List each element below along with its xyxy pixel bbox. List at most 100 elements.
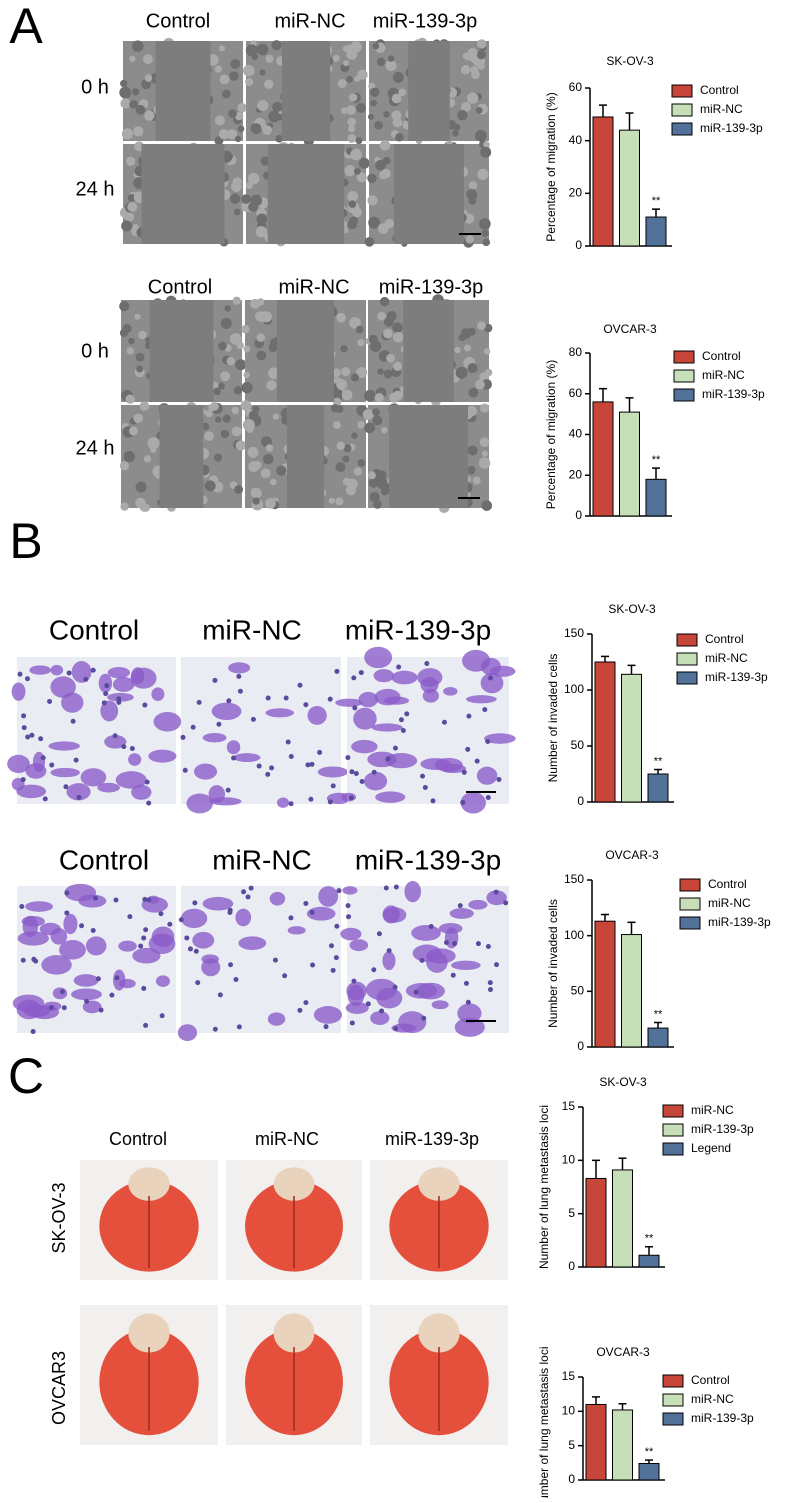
- cell: [350, 373, 360, 382]
- cell: [287, 926, 306, 935]
- pore: [323, 1024, 329, 1030]
- pore: [371, 967, 377, 973]
- pore: [142, 702, 148, 708]
- cell: [449, 908, 474, 919]
- pore: [359, 779, 365, 785]
- pore: [351, 675, 357, 681]
- cell: [404, 880, 422, 903]
- significance: **: [652, 195, 661, 207]
- significance: **: [645, 1233, 654, 1245]
- cell: [247, 446, 259, 458]
- cell: [379, 140, 391, 151]
- pore: [430, 798, 436, 804]
- cell: [119, 461, 130, 471]
- legend-label: miR-139-3p: [705, 670, 768, 684]
- cell: [349, 939, 369, 952]
- cell: [233, 386, 243, 395]
- pore: [141, 985, 147, 991]
- pore: [465, 746, 471, 752]
- pore: [457, 903, 463, 909]
- cell: [479, 218, 491, 230]
- cell: [371, 723, 403, 732]
- cell: [480, 146, 492, 158]
- cell: [144, 336, 152, 343]
- pore: [83, 676, 89, 682]
- cell: [115, 771, 147, 789]
- pore: [256, 763, 262, 769]
- pore: [146, 800, 152, 806]
- cell: [483, 348, 491, 355]
- cell: [269, 891, 286, 906]
- pore: [297, 682, 303, 688]
- label: 0 h: [81, 76, 109, 98]
- pore: [241, 889, 247, 895]
- pore: [116, 699, 122, 705]
- cell: [344, 44, 355, 54]
- cell: [80, 768, 107, 787]
- legend-label: Control: [702, 349, 741, 363]
- cell: [134, 313, 141, 320]
- cell: [336, 378, 348, 390]
- pore: [327, 799, 333, 805]
- cell: [201, 422, 210, 431]
- legend-label: miR-139-3p: [691, 1122, 754, 1136]
- legend-label: miR-NC: [691, 1392, 734, 1406]
- pore: [376, 931, 382, 937]
- cell: [462, 52, 470, 60]
- wound-gap: [149, 300, 214, 402]
- cell: [256, 213, 268, 225]
- wound-gap: [403, 300, 454, 402]
- y-tick-label: 100: [564, 928, 584, 942]
- cell: [155, 975, 170, 987]
- pore: [487, 675, 493, 681]
- cell: [462, 649, 491, 672]
- cell: [133, 413, 143, 424]
- cell: [481, 500, 493, 511]
- cell: [455, 366, 468, 379]
- cell: [364, 771, 388, 791]
- y-tick-label: 50: [571, 738, 585, 752]
- pore: [114, 975, 120, 981]
- pore: [225, 787, 231, 793]
- cell: [386, 353, 396, 363]
- pore: [212, 677, 218, 683]
- cell: [392, 71, 404, 83]
- pore: [487, 987, 493, 993]
- y-tick-label: 20: [569, 467, 583, 481]
- pore: [421, 1015, 427, 1021]
- pore: [349, 769, 355, 775]
- cell: [136, 365, 144, 373]
- cell: [228, 109, 237, 118]
- pore: [109, 992, 115, 998]
- cell: [228, 662, 251, 674]
- pore: [334, 668, 340, 674]
- cell: [149, 437, 160, 448]
- bar: [645, 478, 667, 517]
- cell: [368, 334, 378, 344]
- pore: [450, 972, 456, 978]
- cell: [467, 363, 478, 374]
- pore: [141, 935, 147, 941]
- legend-swatch: [676, 671, 698, 685]
- cell: [461, 101, 471, 112]
- cell: [335, 497, 344, 506]
- cell: [245, 44, 258, 57]
- cell: [370, 87, 380, 97]
- pore: [104, 683, 110, 689]
- cell: [127, 193, 136, 202]
- cell: [214, 136, 224, 146]
- cell: [63, 913, 78, 935]
- cell: [237, 103, 247, 113]
- pore: [303, 702, 309, 708]
- cell: [367, 471, 376, 480]
- cell: [374, 120, 383, 130]
- pore: [98, 1007, 104, 1013]
- cell: [252, 497, 260, 505]
- pore: [250, 716, 256, 722]
- cell: [276, 465, 287, 476]
- cell: [343, 444, 352, 453]
- legend-label: miR-139-3p: [691, 1411, 754, 1425]
- cell: [364, 646, 393, 669]
- cell: [230, 59, 241, 69]
- pore: [103, 691, 109, 697]
